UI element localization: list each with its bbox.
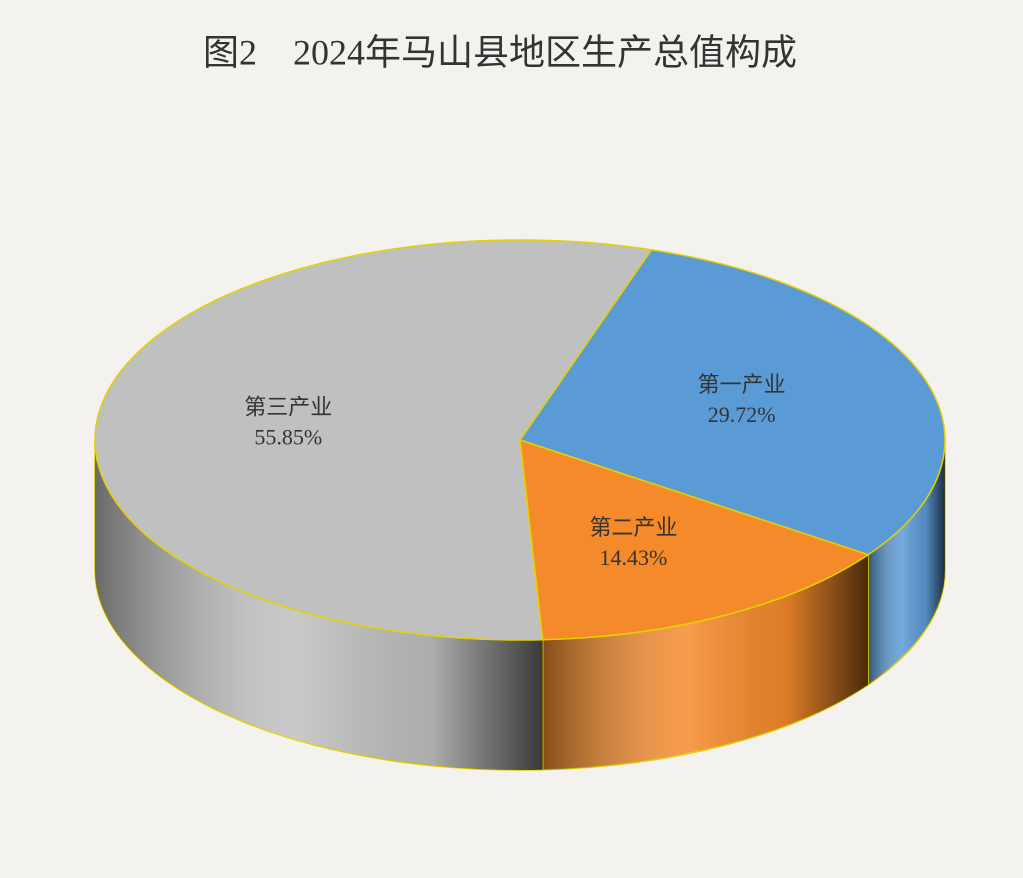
chart-title: 图2 2024年马山县地区生产总值构成 [203, 32, 797, 72]
side-shade [868, 440, 945, 685]
side-shade [95, 440, 543, 770]
slice-category-label: 第三产业 [244, 394, 332, 419]
slice [94, 239, 653, 641]
side-shade [542, 554, 869, 770]
slice-value-label: 29.72% [708, 402, 776, 427]
slice-value-label: 14.43% [600, 545, 668, 570]
slice-value-label: 55.85% [254, 424, 322, 449]
slice [519, 438, 870, 641]
slice-category-label: 第二产业 [589, 515, 677, 540]
slice-category-label: 第一产业 [698, 372, 786, 397]
slice [518, 248, 946, 556]
